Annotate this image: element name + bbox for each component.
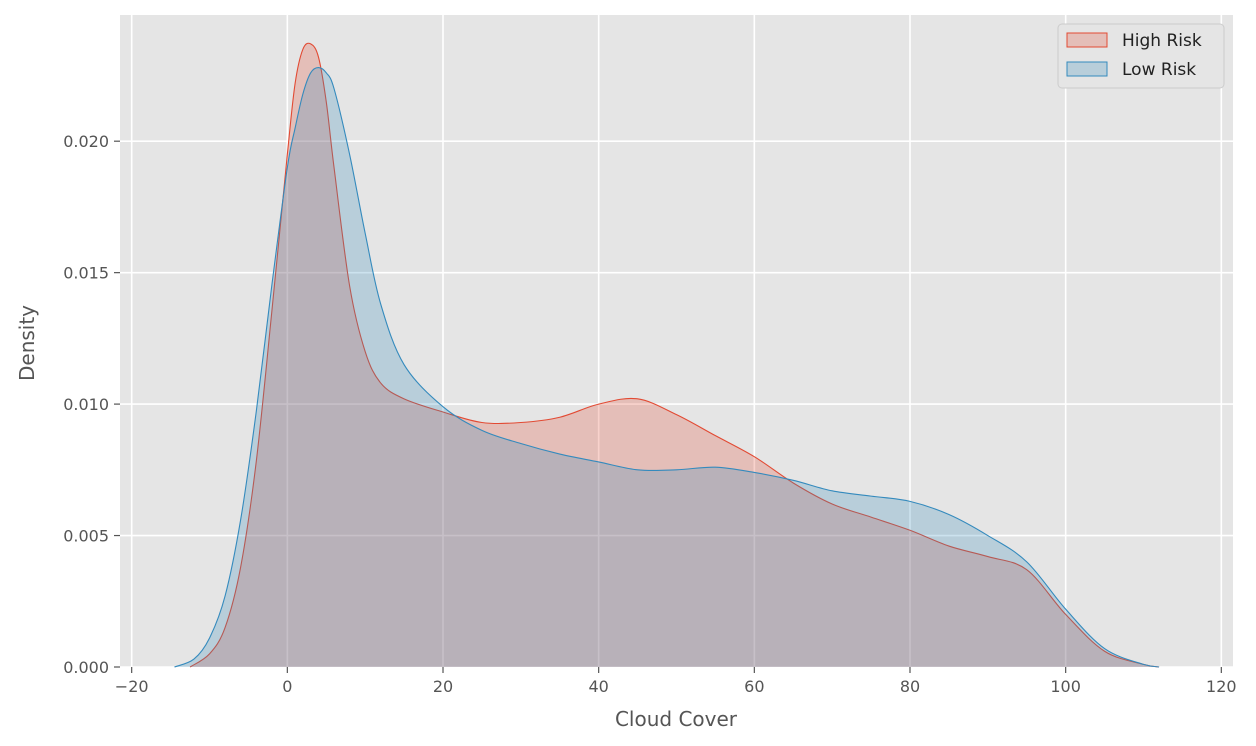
plot-background	[120, 15, 1233, 667]
y-tick-label: 0.000	[63, 658, 109, 677]
legend-swatch-low-risk	[1066, 61, 1108, 77]
y-tick-label: 0.015	[63, 264, 109, 283]
x-tick-label: 120	[1206, 677, 1237, 696]
density-areas	[174, 42, 1160, 668]
y-tick-label: 0.005	[63, 527, 109, 546]
legend-label-low-risk: Low Risk	[1122, 60, 1196, 80]
legend-swatch-high-risk	[1066, 32, 1108, 48]
x-tick-label: 100	[1050, 677, 1081, 696]
x-tick-label: 60	[744, 677, 764, 696]
line-low-risk	[174, 67, 1160, 668]
x-axis-ticks: −20 0 20 40 60 80 100 120	[115, 667, 1237, 696]
legend-box	[1057, 23, 1225, 89]
area-low-risk	[174, 67, 1160, 667]
grid-lines	[120, 15, 1233, 668]
y-axis-label: Density	[15, 305, 39, 381]
x-tick-label: 40	[588, 677, 608, 696]
area-high-risk	[190, 43, 1160, 667]
x-tick-label: 0	[282, 677, 292, 696]
legend-label-high-risk: High Risk	[1122, 31, 1202, 51]
x-tick-label: −20	[115, 677, 149, 696]
line-high-risk	[189, 42, 1160, 668]
y-axis-ticks: 0.000 0.005 0.010 0.015 0.020	[63, 132, 120, 677]
y-tick-label: 0.020	[63, 132, 109, 151]
x-tick-label: 80	[900, 677, 920, 696]
y-tick-label: 0.010	[63, 395, 109, 414]
legend: High Risk Low Risk	[1057, 23, 1225, 89]
x-tick-label: 20	[433, 677, 453, 696]
x-axis-label: Cloud Cover	[615, 707, 738, 731]
